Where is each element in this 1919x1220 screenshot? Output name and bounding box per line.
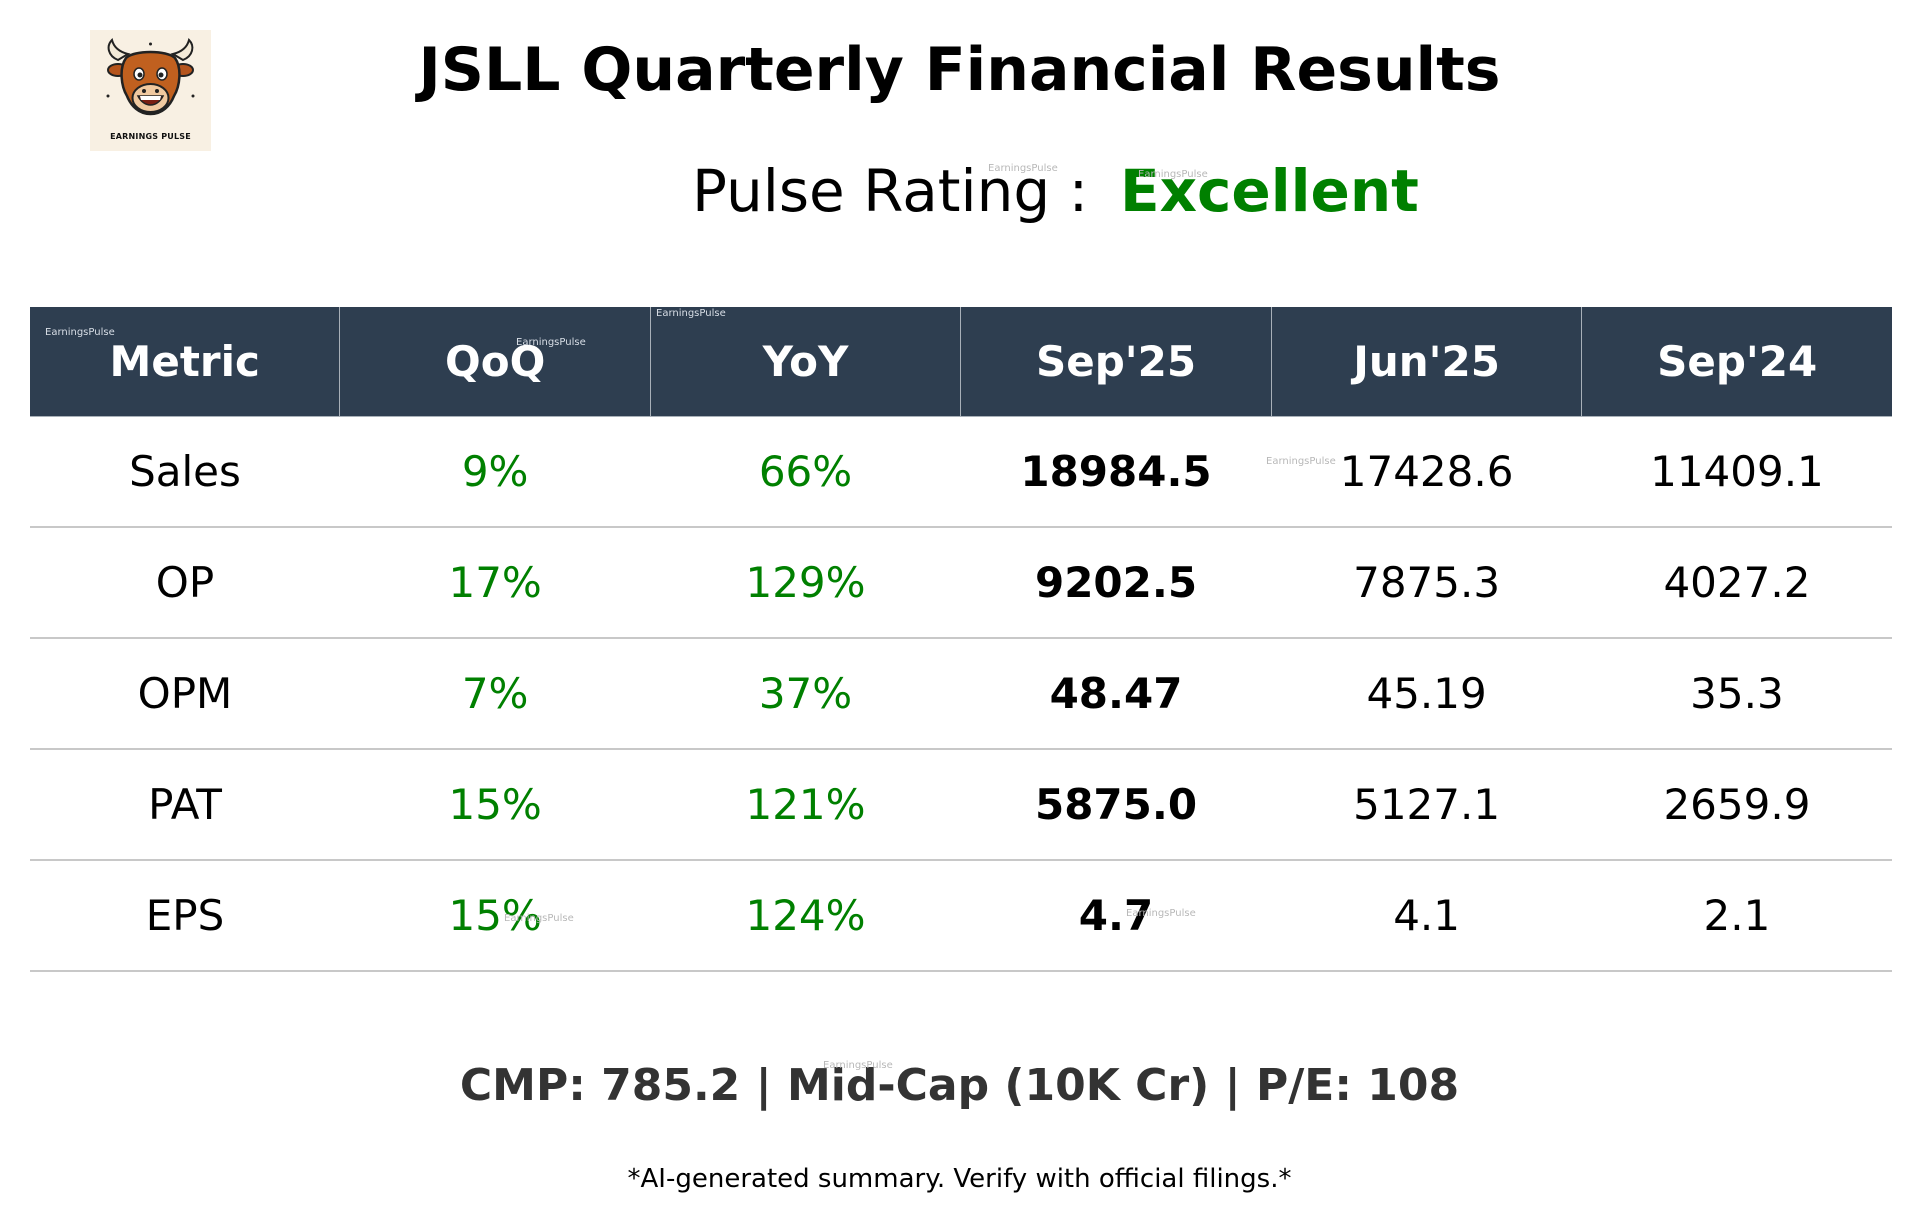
year-ago-cell: 35.3 <box>1581 638 1892 750</box>
yoy-cell: 121% <box>650 749 961 861</box>
year-ago-cell: 2.1 <box>1581 860 1892 972</box>
current-value-cell: 48.47 <box>960 638 1272 750</box>
market-stats: CMP: 785.2 | Mid-Cap (10K Cr) | P/E: 108 <box>459 1060 1460 1111</box>
header-previous-quarter: Jun'25 <box>1270 307 1582 417</box>
metric-cell: EPS <box>30 860 340 972</box>
current-value-cell: 5875.0 <box>960 749 1272 861</box>
yoy-cell: 66% <box>650 416 961 528</box>
qoq-cell: 15% <box>339 749 651 861</box>
table-row: OPM 7% 37% 48.47 45.19 35.3 <box>30 638 1892 750</box>
header-current-quarter: Sep'25 <box>960 307 1272 417</box>
metric-cell: Sales <box>30 416 340 528</box>
page-title: JSLL Quarterly Financial Results <box>418 35 1501 105</box>
prev-quarter-cell: 4.1 <box>1271 860 1582 972</box>
current-value-cell: 9202.5 <box>960 527 1272 639</box>
qoq-cell: 9% <box>339 416 651 528</box>
prev-quarter-cell: 5127.1 <box>1271 749 1582 861</box>
yoy-cell: 124% <box>650 860 961 972</box>
qoq-cell: 15% <box>339 860 651 972</box>
disclaimer: *AI-generated summary. Verify with offic… <box>627 1164 1292 1194</box>
pulse-rating: Pulse Rating : Excellent <box>0 155 1919 227</box>
header-yoy: YoY <box>649 307 961 417</box>
table-row: PAT 15% 121% 5875.0 5127.1 2659.9 <box>30 749 1892 861</box>
metric-cell: OPM <box>30 638 340 750</box>
header-qoq: QoQ <box>339 307 651 417</box>
pulse-rating-label: Pulse Rating : <box>692 157 1089 225</box>
table-row: EPS 15% 124% 4.7 4.1 2.1 <box>30 860 1892 972</box>
current-value-cell: 18984.5 <box>960 416 1272 528</box>
year-ago-cell: 2659.9 <box>1581 749 1892 861</box>
metric-cell: PAT <box>30 749 340 861</box>
year-ago-cell: 11409.1 <box>1581 416 1892 528</box>
table-row: Sales 9% 66% 18984.5 17428.6 11409.1 <box>30 416 1892 528</box>
header-year-ago-quarter: Sep'24 <box>1581 307 1892 417</box>
earnings-pulse-logo: EARNINGS PULSE <box>90 30 211 151</box>
yoy-cell: 37% <box>650 638 961 750</box>
metric-cell: OP <box>30 527 340 639</box>
results-table: Metric QoQ YoY Sep'25 Jun'25 Sep'24 Sale… <box>30 307 1892 972</box>
logo-text: EARNINGS PULSE <box>110 132 191 141</box>
qoq-cell: 7% <box>339 638 651 750</box>
header-metric: Metric <box>30 307 340 417</box>
bull-mascot-icon <box>106 38 195 116</box>
table-row: OP 17% 129% 9202.5 7875.3 4027.2 <box>30 527 1892 639</box>
prev-quarter-cell: 17428.6 <box>1271 416 1582 528</box>
yoy-cell: 129% <box>650 527 961 639</box>
prev-quarter-cell: 7875.3 <box>1271 527 1582 639</box>
prev-quarter-cell: 45.19 <box>1271 638 1582 750</box>
year-ago-cell: 4027.2 <box>1581 527 1892 639</box>
qoq-cell: 17% <box>339 527 651 639</box>
current-value-cell: 4.7 <box>960 860 1272 972</box>
pulse-rating-value: Excellent <box>1120 157 1419 225</box>
table-header-row: Metric QoQ YoY Sep'25 Jun'25 Sep'24 <box>30 307 1892 417</box>
